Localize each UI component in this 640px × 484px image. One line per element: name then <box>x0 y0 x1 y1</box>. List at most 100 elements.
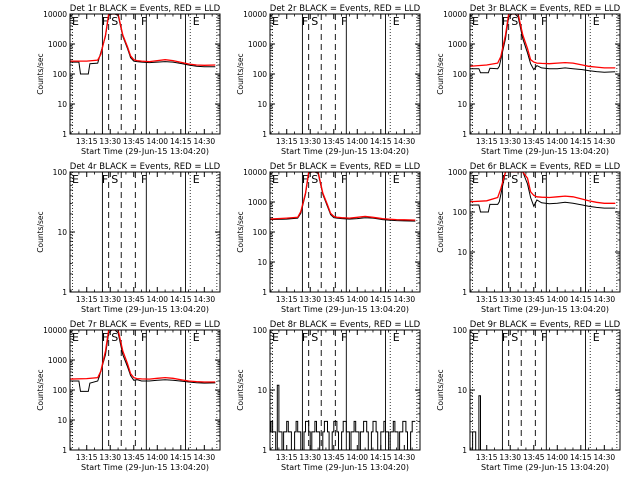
x-tick-label: 13:45 <box>123 295 145 304</box>
region-label: F <box>341 15 347 28</box>
region-label: F <box>141 173 147 186</box>
y-tick-label: 100 <box>53 70 68 79</box>
x-tick-label: 14:00 <box>546 295 568 304</box>
x-tick-label: 14:30 <box>394 453 416 462</box>
x-tick-label: 14:30 <box>594 295 616 304</box>
y-tick-label: 100 <box>453 70 468 79</box>
y-tick-label: 100 <box>253 326 268 335</box>
region-label: F <box>302 15 308 28</box>
x-tick-label: 13:15 <box>476 295 498 304</box>
x-tick-label: 14:00 <box>146 137 168 146</box>
region-label: F <box>541 173 547 186</box>
plot-frame <box>469 171 621 293</box>
y-tick-label: 1000 <box>248 198 267 207</box>
x-tick-label: 13:30 <box>499 453 521 462</box>
plot-frame <box>69 329 221 451</box>
region-label: S <box>111 331 118 344</box>
y-tick-label: 1 <box>462 446 467 455</box>
y-tick-label: 10 <box>257 100 267 109</box>
series-line-lld <box>70 14 216 66</box>
region-label: F <box>302 173 308 186</box>
region-label: E <box>472 15 479 28</box>
region-label: E <box>272 15 279 28</box>
x-tick-label: 13:45 <box>523 453 545 462</box>
x-tick-label: 13:30 <box>299 453 321 462</box>
x-tick-label: 13:15 <box>76 295 98 304</box>
region-label: E <box>472 331 479 344</box>
x-tick-label: 14:15 <box>370 453 392 462</box>
x-tick-label: 13:15 <box>276 137 298 146</box>
region-label: E <box>193 331 200 344</box>
y-axis-label: Counts/sec <box>436 53 445 94</box>
region-label: E <box>72 173 79 186</box>
region-label: E <box>472 173 479 186</box>
series-line-events <box>70 330 216 392</box>
x-tick-label: 13:30 <box>499 137 521 146</box>
y-tick-label: 10 <box>57 228 67 237</box>
x-tick-label: 14:00 <box>546 137 568 146</box>
region-label: S <box>311 15 318 28</box>
region-label: E <box>193 173 200 186</box>
region-label: F <box>141 331 147 344</box>
x-tick-label: 14:00 <box>346 295 368 304</box>
x-tick-label: 14:15 <box>570 295 592 304</box>
panel-title: Det 2r BLACK = Events, RED = LLD <box>270 4 421 14</box>
x-axis-label: Start Time (29-Jun-15 13:04:20) <box>481 305 609 314</box>
y-tick-label: 1 <box>262 446 267 455</box>
x-tick-label: 14:30 <box>194 295 216 304</box>
region-label: E <box>593 173 600 186</box>
x-tick-label: 13:45 <box>323 295 345 304</box>
y-axis-label: Counts/sec <box>236 53 245 94</box>
region-label: S <box>311 173 318 186</box>
region-label: E <box>72 15 79 28</box>
y-axis-label: Counts/sec <box>236 211 245 252</box>
x-tick-label: 14:30 <box>194 137 216 146</box>
x-tick-label: 13:45 <box>123 137 145 146</box>
y-axis-label: Counts/sec <box>36 369 45 410</box>
y-tick-label: 10000 <box>43 326 67 335</box>
y-tick-label: 1 <box>62 130 67 139</box>
x-tick-label: 13:45 <box>323 453 345 462</box>
x-tick-label: 13:30 <box>299 137 321 146</box>
panel-title: Det 6r BLACK = Events, RED = LLD <box>470 162 621 172</box>
y-axis-label: Counts/sec <box>436 211 445 252</box>
region-label: E <box>193 15 200 28</box>
plot-frame <box>269 171 421 293</box>
region-label: S <box>511 331 518 344</box>
x-tick-label: 13:30 <box>99 453 121 462</box>
x-tick-label: 13:45 <box>523 295 545 304</box>
x-axis-label: Start Time (29-Jun-15 13:04:20) <box>281 147 409 156</box>
y-tick-label: 10 <box>257 386 267 395</box>
y-tick-label: 10 <box>457 100 467 109</box>
region-label: E <box>72 331 79 344</box>
series-line-lld <box>270 172 416 221</box>
x-tick-label: 14:00 <box>146 453 168 462</box>
plot-frame <box>69 13 221 135</box>
region-label: F <box>102 331 108 344</box>
x-axis-label: Start Time (29-Jun-15 13:04:20) <box>281 305 409 314</box>
x-axis-label: Start Time (29-Jun-15 13:04:20) <box>81 305 209 314</box>
x-tick-label: 13:45 <box>123 453 145 462</box>
x-tick-label: 14:30 <box>594 453 616 462</box>
region-label: S <box>311 331 318 344</box>
region-label: F <box>302 331 308 344</box>
y-tick-label: 10 <box>57 416 67 425</box>
series-line-lld <box>470 172 616 204</box>
region-label: F <box>141 15 147 28</box>
y-tick-label: 1 <box>62 446 67 455</box>
series-line-events <box>470 395 616 450</box>
y-tick-label: 1000 <box>48 356 67 365</box>
y-tick-label: 100 <box>53 168 68 177</box>
panel-title: Det 8r BLACK = Events, RED = LLD <box>270 320 421 330</box>
region-label: E <box>272 173 279 186</box>
y-tick-label: 1000 <box>48 40 67 49</box>
plot-frame <box>469 13 621 135</box>
x-tick-label: 14:30 <box>394 137 416 146</box>
